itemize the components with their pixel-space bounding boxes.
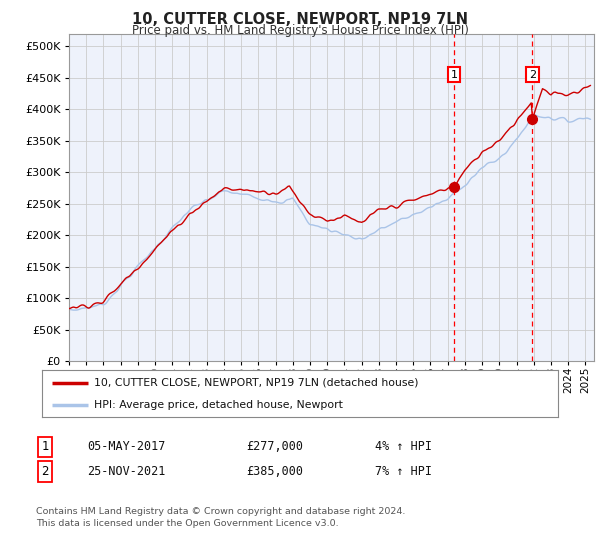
Text: 1: 1: [41, 440, 49, 454]
Text: Contains HM Land Registry data © Crown copyright and database right 2024.
This d: Contains HM Land Registry data © Crown c…: [36, 507, 406, 528]
Text: £385,000: £385,000: [246, 465, 303, 478]
Text: 4% ↑ HPI: 4% ↑ HPI: [375, 440, 432, 454]
Text: £277,000: £277,000: [246, 440, 303, 454]
Text: 1: 1: [451, 69, 458, 80]
Text: 2: 2: [41, 465, 49, 478]
Text: 2: 2: [529, 69, 536, 80]
Text: 7% ↑ HPI: 7% ↑ HPI: [375, 465, 432, 478]
Text: Price paid vs. HM Land Registry's House Price Index (HPI): Price paid vs. HM Land Registry's House …: [131, 24, 469, 36]
Text: 10, CUTTER CLOSE, NEWPORT, NP19 7LN: 10, CUTTER CLOSE, NEWPORT, NP19 7LN: [132, 12, 468, 27]
Text: HPI: Average price, detached house, Newport: HPI: Average price, detached house, Newp…: [94, 400, 343, 410]
Text: 05-MAY-2017: 05-MAY-2017: [87, 440, 166, 454]
Text: 25-NOV-2021: 25-NOV-2021: [87, 465, 166, 478]
Text: 10, CUTTER CLOSE, NEWPORT, NP19 7LN (detached house): 10, CUTTER CLOSE, NEWPORT, NP19 7LN (det…: [94, 378, 418, 388]
